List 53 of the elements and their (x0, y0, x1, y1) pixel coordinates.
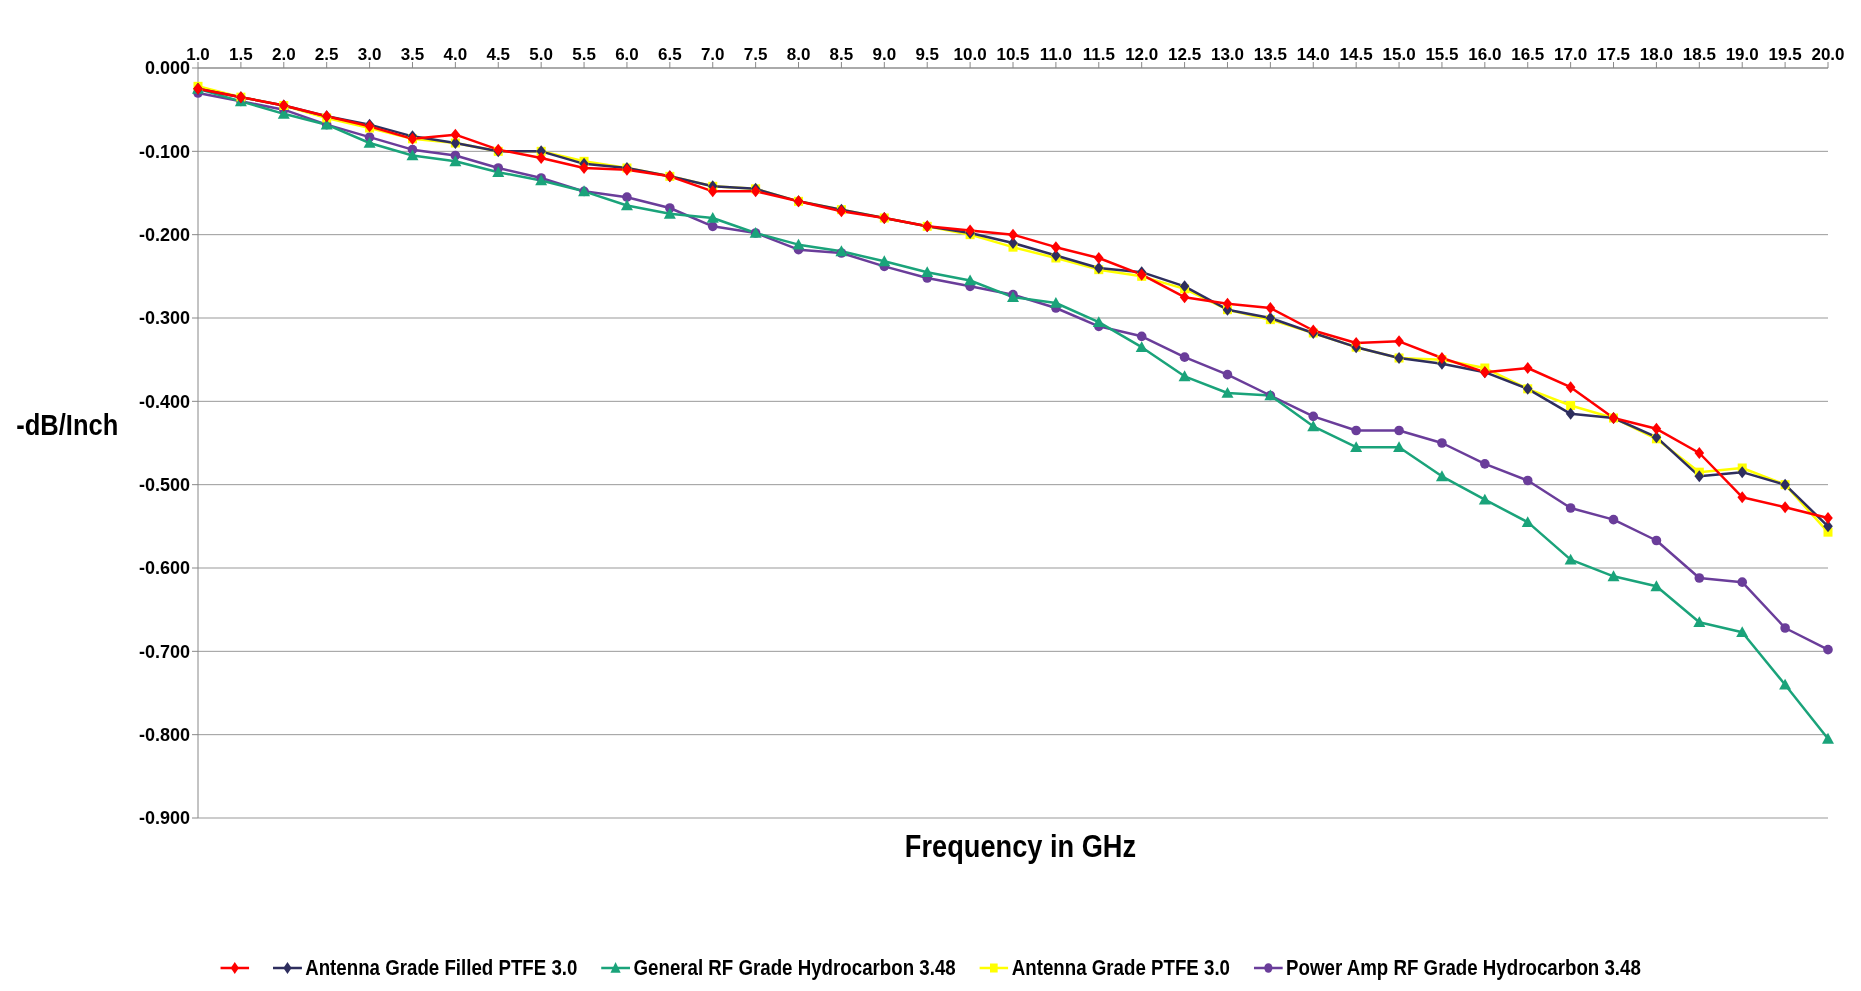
x-tick-label: 6.5 (658, 45, 682, 64)
x-tick-label: 5.5 (572, 45, 596, 64)
y-tick-label: -0.500 (138, 475, 190, 496)
x-tick-label: 19.0 (1725, 45, 1759, 64)
x-tick-label: 16.5 (1511, 45, 1545, 64)
x-tick-label: 18.5 (1682, 45, 1716, 64)
x-tick-label: 2.5 (314, 45, 339, 64)
x-tick-label: 1.5 (229, 45, 253, 64)
x-tick-label: 14.5 (1339, 45, 1373, 64)
legend-label: Antenna Grade Filled PTFE 3.0 (305, 955, 578, 981)
x-tick-label: 13.0 (1210, 45, 1245, 64)
x-tick-label: 15.0 (1382, 45, 1416, 64)
x-tick-label: 12.0 (1125, 45, 1159, 64)
x-tick-label: 18.0 (1639, 45, 1673, 64)
y-tick-label: -0.700 (138, 641, 190, 662)
x-tick-label: 4.5 (486, 45, 511, 64)
legend-label: Antenna Grade PTFE 3.0 (1011, 955, 1231, 981)
x-tick-label: 15.5 (1425, 45, 1459, 64)
x-tick-label: 16.0 (1468, 45, 1502, 64)
x-tick-label: 3.5 (400, 45, 425, 64)
x-tick-label: 9.0 (872, 45, 897, 64)
y-tick-label: -0.200 (138, 225, 190, 246)
x-tick-label: 20.0 (1811, 45, 1845, 64)
x-axis-title: Frequency in GHz (903, 828, 1138, 865)
x-tick-label: 10.0 (953, 45, 987, 64)
y-tick-label: -0.900 (138, 808, 190, 829)
y-tick-label: -0.300 (138, 308, 190, 329)
x-tick-label: 5.0 (529, 45, 553, 64)
x-tick-label: 13.5 (1253, 45, 1287, 64)
x-tick-label: 19.5 (1768, 45, 1802, 64)
x-tick-label: 3.0 (357, 45, 382, 64)
x-tick-label: 9.5 (915, 45, 940, 64)
x-tick-label: 8.5 (829, 45, 854, 64)
legend-label: Power Amp RF Grade Hydrocarbon 3.48 (1286, 955, 1641, 981)
legend-label: General RF Grade Hydrocarbon 3.48 (633, 955, 956, 981)
y-tick-label: -0.400 (138, 391, 190, 412)
x-tick-label: 12.5 (1168, 45, 1202, 64)
x-tick-label: 10.5 (996, 45, 1030, 64)
x-tick-label: 17.5 (1596, 45, 1631, 64)
x-tick-label: 8.0 (786, 45, 811, 64)
y-tick-label: -0.800 (138, 725, 190, 746)
x-tick-label: 11.0 (1039, 45, 1072, 64)
x-tick-label: 6.0 (615, 45, 639, 64)
x-tick-label: 14.0 (1296, 45, 1330, 64)
x-tick-label: 7.0 (700, 45, 725, 64)
y-tick-label: -0.600 (138, 558, 190, 579)
x-tick-label: 7.5 (743, 45, 768, 64)
x-tick-label: 17.0 (1554, 45, 1588, 64)
x-tick-label: 4.0 (443, 45, 468, 64)
y-axis-title: -dB/Inch (16, 408, 119, 442)
y-tick-label: -0.100 (138, 141, 190, 162)
x-tick-label: 2.0 (271, 45, 296, 64)
x-tick-label: 11.5 (1082, 45, 1115, 64)
